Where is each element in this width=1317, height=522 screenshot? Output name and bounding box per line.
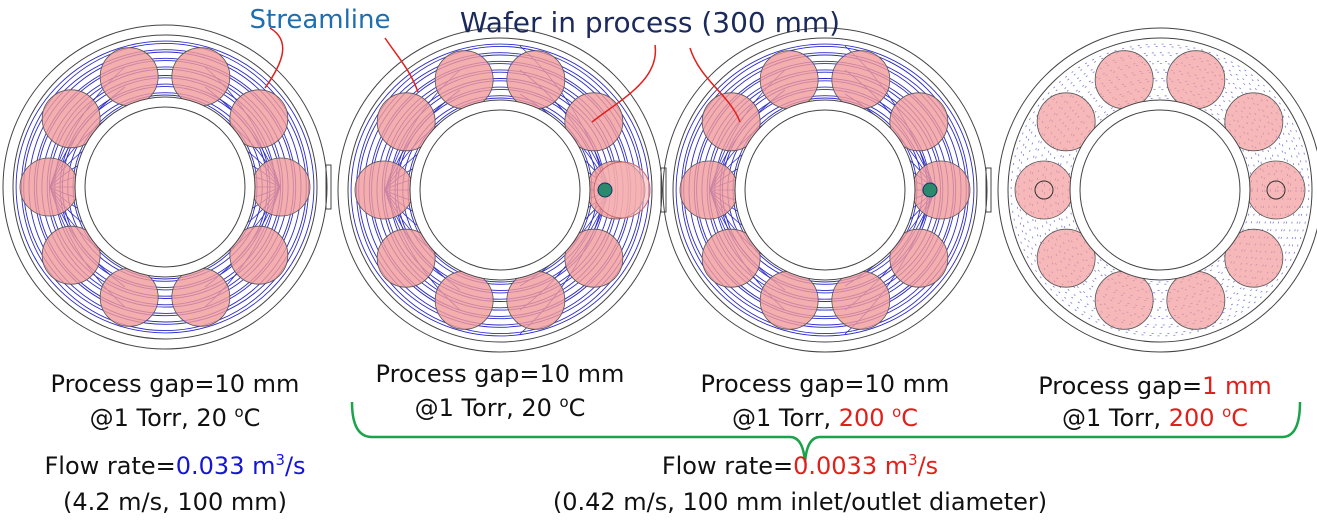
wafer — [355, 161, 413, 219]
wafer — [1095, 271, 1153, 329]
caption-line: Process gap=10 mm — [376, 360, 625, 388]
caption-line: (4.2 m/s, 100 mm) — [63, 488, 287, 516]
ring-panel — [3, 25, 331, 349]
wafer — [1015, 161, 1073, 219]
wafer — [172, 48, 230, 106]
caption-line: Process gap=10 mm — [701, 370, 950, 398]
caption-segment: /s — [285, 452, 306, 480]
wafer — [912, 161, 970, 219]
superscript: o — [892, 403, 901, 421]
superscript: o — [560, 393, 569, 411]
caption-segment: @1 Torr, 20 — [415, 394, 560, 422]
caption-line: @1 Torr, 200 oC — [1062, 403, 1248, 432]
caption-segment: 200 — [1169, 404, 1222, 432]
caption-segment: 200 — [839, 404, 892, 432]
wafer — [680, 161, 738, 219]
caption-segment: Flow rate= — [44, 452, 175, 480]
caption-segment: 0.033 m — [176, 452, 276, 480]
wafer — [252, 158, 310, 216]
wafer — [832, 51, 890, 109]
streamline-label: Streamline — [250, 5, 391, 35]
caption-segment: @1 Torr, — [1062, 404, 1169, 432]
wafer — [832, 271, 890, 329]
caption-segment: 0.0033 m — [793, 452, 908, 480]
caption-segment: 1 mm — [1202, 372, 1272, 400]
superscript: o — [1222, 403, 1231, 421]
caption-line: @1 Torr, 200 oC — [732, 403, 918, 432]
panels — [3, 25, 1317, 352]
caption-segment: @1 Torr, 20 — [90, 404, 235, 432]
caption-segment: C — [901, 404, 918, 432]
wafer — [1167, 271, 1225, 329]
wafer — [1247, 161, 1305, 219]
caption-line: (0.42 m/s, 100 mm inlet/outlet diameter) — [553, 488, 1047, 516]
caption-segment: C — [569, 394, 586, 422]
wafer — [1167, 51, 1225, 109]
wafer — [172, 268, 230, 326]
wafer — [100, 48, 158, 106]
wafer — [100, 268, 158, 326]
outlet — [598, 183, 612, 197]
inner-wall — [1070, 100, 1250, 280]
caption-segment: Flow rate= — [662, 452, 793, 480]
caption-segment: @1 Torr, — [732, 404, 839, 432]
caption-line: Flow rate=0.0033 m3/s — [662, 451, 938, 480]
caption-segment: /s — [918, 452, 939, 480]
ring-panel — [663, 28, 991, 352]
caption-segment: C — [244, 404, 261, 432]
caption-line: Flow rate=0.033 m3/s — [44, 451, 305, 480]
superscript: o — [235, 403, 244, 421]
caption-segment: Process gap=10 mm — [701, 370, 950, 398]
caption-segment: Process gap= — [1038, 372, 1202, 400]
wafer — [760, 51, 818, 109]
caption-segment: (4.2 m/s, 100 mm) — [63, 488, 287, 516]
caption-line: @1 Torr, 20 oC — [415, 393, 586, 422]
inner-wall — [75, 97, 255, 277]
inner-wall — [410, 100, 590, 280]
arrow — [265, 28, 283, 88]
inner-wall — [735, 100, 915, 280]
superscript: 3 — [908, 451, 917, 469]
caption-segment: (0.42 m/s, 100 mm inlet/outlet diameter) — [553, 488, 1047, 516]
caption-segment: Process gap=10 mm — [376, 360, 625, 388]
wafer-label: Wafer in process (300 mm) — [460, 6, 840, 39]
ring-panel — [338, 28, 666, 352]
caption-line: Process gap=1 mm — [1038, 372, 1272, 400]
caption-segment: C — [1231, 404, 1248, 432]
caption-line: @1 Torr, 20 oC — [90, 403, 261, 432]
wafer — [20, 158, 78, 216]
superscript: 3 — [275, 451, 284, 469]
wafer — [507, 271, 565, 329]
outlet — [923, 183, 937, 197]
wafer — [435, 271, 493, 329]
figure: Streamline Wafer in process (300 mm) Pro… — [0, 0, 1317, 522]
caption-line: Process gap=10 mm — [51, 370, 300, 398]
wafer — [507, 51, 565, 109]
wafer — [435, 51, 493, 109]
ring-panel — [998, 28, 1317, 352]
wafer — [760, 271, 818, 329]
caption-segment: Process gap=10 mm — [51, 370, 300, 398]
wafer — [1095, 51, 1153, 109]
